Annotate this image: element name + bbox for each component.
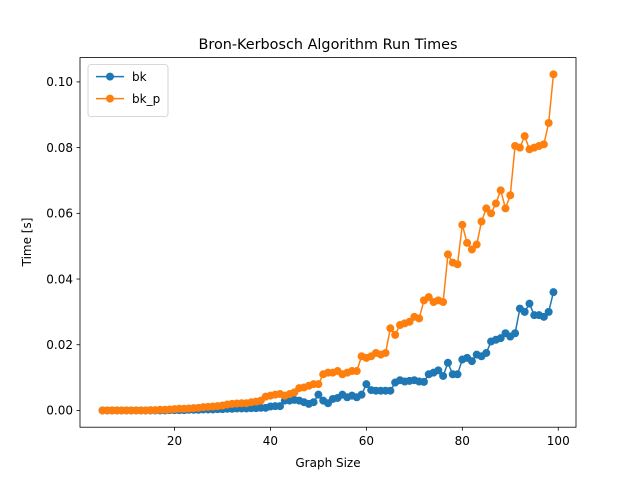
marker — [477, 217, 486, 226]
legend: bk bk_p — [87, 64, 169, 117]
marker — [467, 357, 476, 366]
marker — [439, 371, 448, 380]
marker — [458, 220, 467, 229]
marker — [357, 390, 366, 399]
marker — [405, 317, 414, 326]
legend-marker — [106, 94, 114, 103]
marker — [472, 240, 481, 249]
marker — [491, 199, 500, 208]
y-tick-label: 0.02 — [46, 338, 73, 352]
legend-marker — [106, 72, 114, 81]
marker — [482, 204, 491, 213]
marker — [352, 367, 361, 376]
marker — [549, 288, 558, 297]
marker — [520, 132, 529, 141]
marker — [419, 377, 428, 386]
marker — [453, 260, 462, 269]
x-tick-label: 20 — [167, 434, 182, 448]
x-axis-label: Graph Size — [295, 456, 360, 470]
marker — [544, 118, 553, 127]
y-tick-label: 0.10 — [46, 75, 73, 89]
marker — [487, 209, 496, 218]
marker — [463, 238, 472, 247]
marker — [424, 293, 433, 302]
legend-label: bk — [132, 70, 147, 84]
marker — [453, 370, 462, 379]
marker — [386, 324, 395, 333]
marker — [482, 348, 491, 357]
marker — [544, 307, 553, 316]
marker — [496, 334, 505, 343]
marker — [439, 298, 448, 307]
marker — [525, 299, 534, 308]
marker — [506, 191, 515, 200]
marker — [549, 70, 558, 79]
y-tick-label: 0.00 — [46, 404, 73, 418]
marker — [443, 358, 452, 367]
marker — [362, 380, 371, 389]
marker — [443, 250, 452, 259]
marker — [314, 380, 323, 389]
plot-frame — [79, 57, 577, 428]
y-axis-label: Time [s] — [20, 218, 34, 268]
marker — [467, 245, 476, 254]
marker — [539, 140, 548, 149]
legend-box — [87, 64, 169, 117]
y-tick-label: 0.06 — [46, 207, 73, 221]
marker — [391, 330, 400, 339]
marker — [520, 307, 529, 316]
marker — [276, 402, 285, 411]
marker — [539, 312, 548, 321]
y-tick-label: 0.04 — [46, 272, 73, 286]
marker — [496, 186, 505, 195]
marker — [434, 366, 443, 375]
marker — [386, 386, 395, 395]
x-tick-label: 40 — [263, 434, 278, 448]
series — [98, 70, 558, 415]
chart-title: Bron-Kerbosch Algorithm Run Times — [198, 37, 457, 53]
marker — [501, 204, 510, 213]
legend-label: bk_p — [132, 92, 160, 106]
marker — [515, 143, 524, 152]
y-tick-label: 0.08 — [46, 141, 73, 155]
marker — [381, 348, 390, 357]
x-tick-label: 80 — [455, 434, 470, 448]
marker — [511, 329, 520, 338]
marker — [309, 398, 318, 407]
x-tick-label: 100 — [547, 434, 570, 448]
marker — [415, 314, 424, 323]
marker — [314, 390, 323, 399]
x-tick-label: 60 — [359, 434, 374, 448]
